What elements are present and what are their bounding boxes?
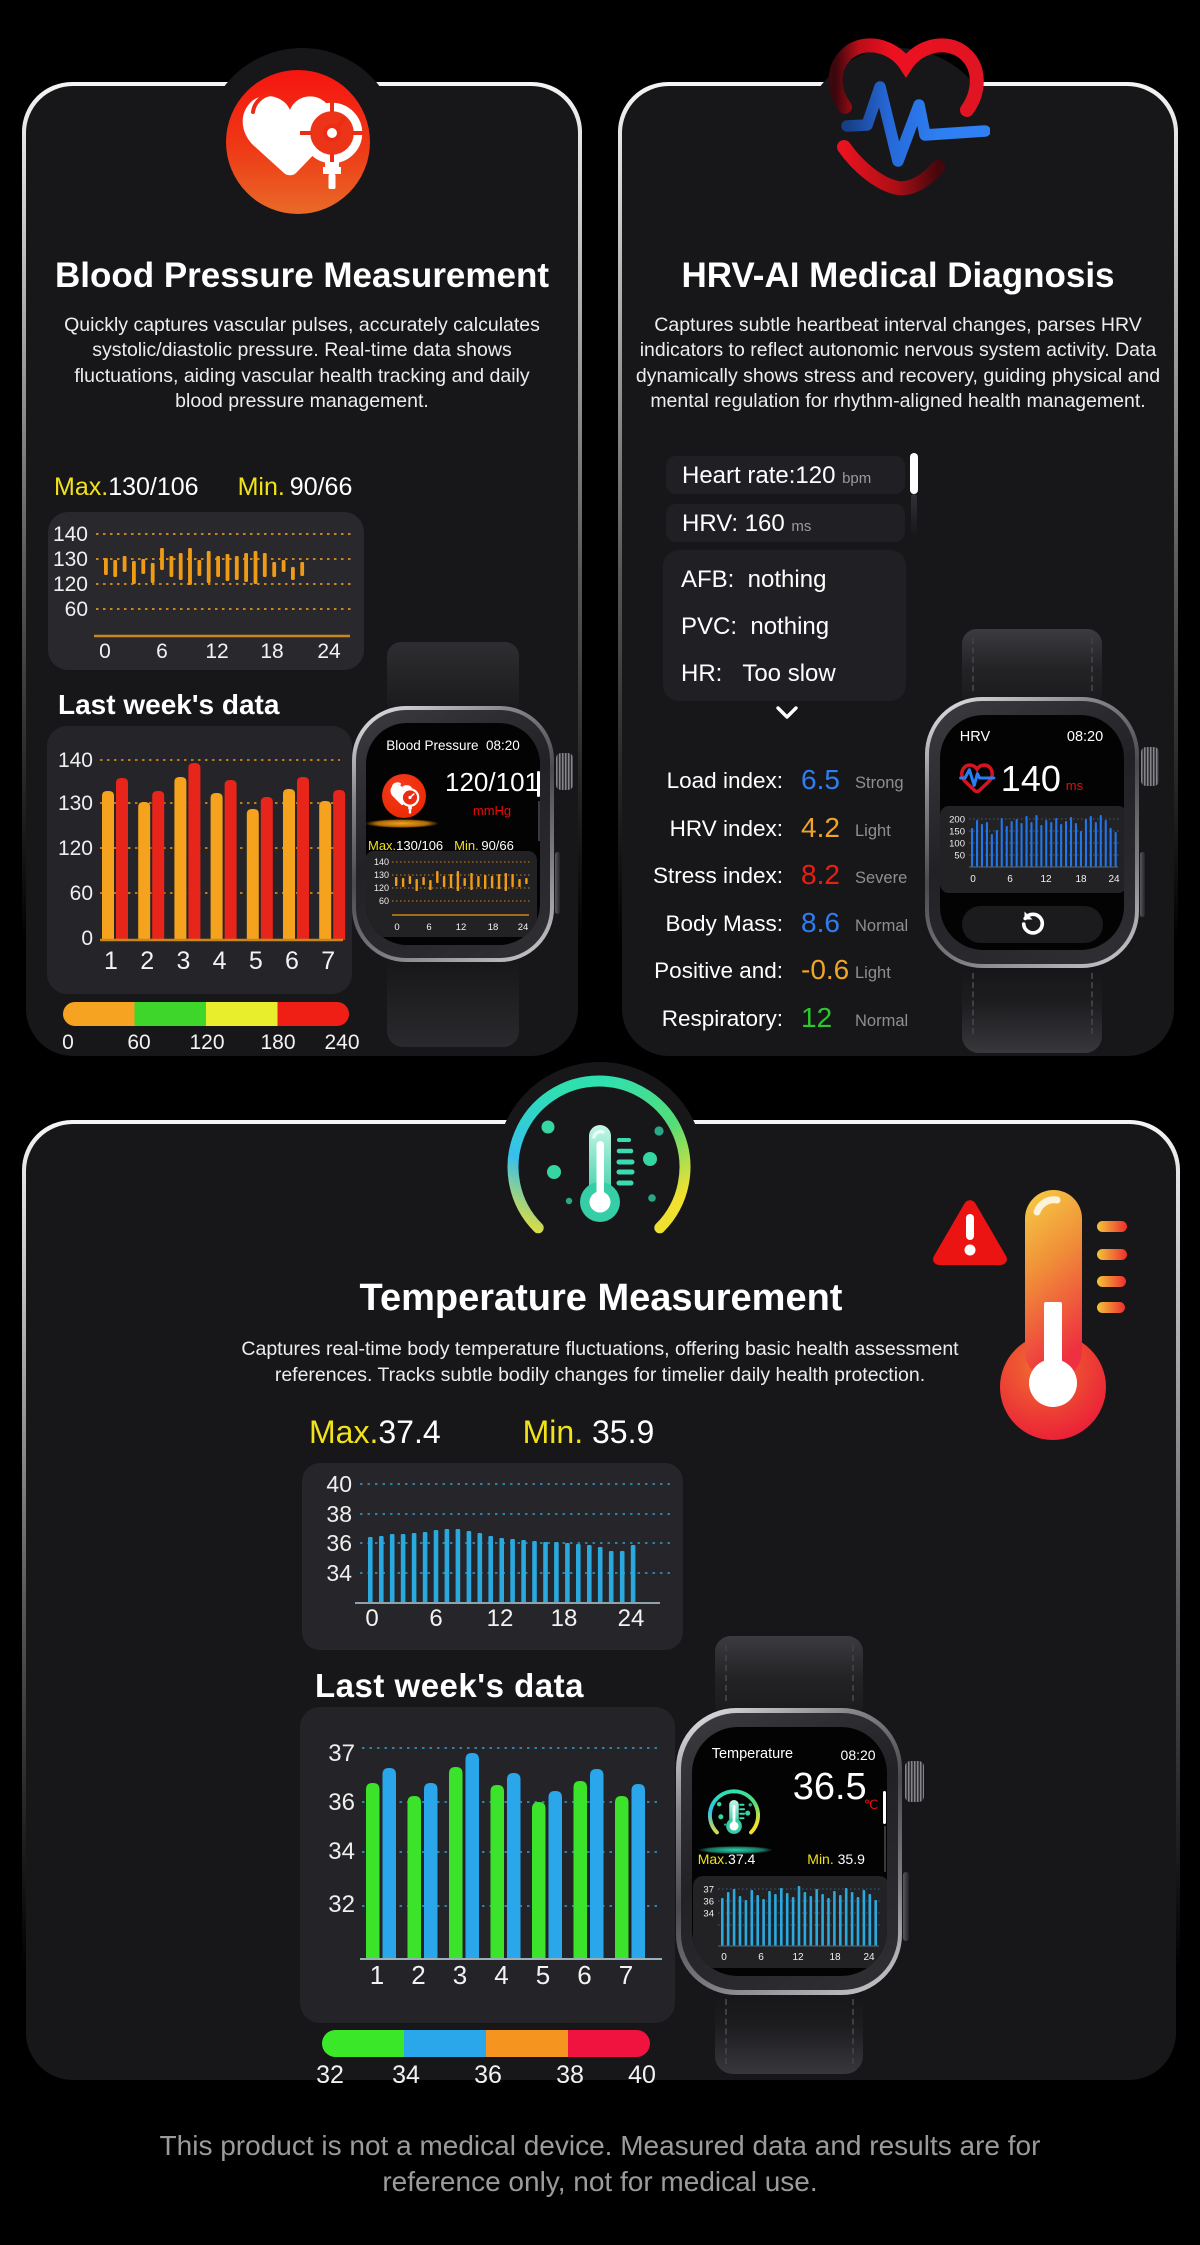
svg-text:4: 4 (494, 1960, 508, 1990)
svg-text:0: 0 (81, 927, 93, 950)
svg-text:150: 150 (949, 827, 965, 838)
svg-text:0: 0 (970, 874, 976, 885)
svg-text:60: 60 (379, 896, 389, 906)
svg-text:130: 130 (53, 548, 88, 571)
svg-text:34: 34 (326, 1560, 352, 1586)
svg-text:36: 36 (328, 1789, 355, 1816)
svg-text:18: 18 (488, 922, 499, 933)
svg-text:2: 2 (411, 1960, 425, 1990)
svg-text:5: 5 (249, 947, 263, 975)
svg-text:0: 0 (721, 1952, 727, 1963)
svg-text:0: 0 (365, 1605, 378, 1632)
svg-text:24: 24 (863, 1952, 875, 1963)
svg-text:130: 130 (58, 792, 93, 815)
svg-text:12: 12 (205, 640, 228, 663)
svg-text:5: 5 (536, 1960, 550, 1990)
svg-text:12: 12 (792, 1952, 804, 1963)
svg-text:24: 24 (1108, 874, 1120, 885)
svg-text:120: 120 (58, 837, 93, 860)
svg-text:0: 0 (394, 922, 399, 933)
svg-text:24: 24 (317, 640, 341, 663)
svg-text:130: 130 (374, 870, 389, 880)
svg-text:6: 6 (426, 922, 431, 933)
svg-text:38: 38 (326, 1501, 352, 1527)
svg-text:6: 6 (285, 947, 299, 975)
svg-text:6: 6 (156, 640, 168, 663)
svg-text:34: 34 (703, 1909, 714, 1920)
svg-text:40: 40 (326, 1471, 352, 1497)
svg-text:140: 140 (58, 749, 93, 772)
svg-text:2: 2 (140, 947, 154, 975)
svg-text:12: 12 (487, 1605, 514, 1632)
svg-text:140: 140 (53, 523, 88, 546)
svg-text:24: 24 (618, 1605, 645, 1632)
svg-text:1: 1 (104, 947, 118, 975)
svg-text:34: 34 (328, 1838, 355, 1865)
svg-text:6: 6 (758, 1952, 764, 1963)
svg-text:18: 18 (260, 640, 283, 663)
svg-text:12: 12 (1040, 874, 1052, 885)
svg-text:12: 12 (456, 922, 467, 933)
svg-text:140: 140 (374, 857, 389, 867)
svg-text:120: 120 (53, 573, 88, 596)
svg-text:36: 36 (703, 1897, 714, 1908)
svg-text:6: 6 (429, 1605, 442, 1632)
svg-text:100: 100 (949, 839, 965, 850)
svg-text:4: 4 (213, 947, 227, 975)
svg-text:0: 0 (99, 640, 111, 663)
svg-text:3: 3 (176, 947, 190, 975)
svg-text:24: 24 (518, 922, 529, 933)
svg-text:37: 37 (328, 1740, 355, 1767)
svg-text:36: 36 (326, 1530, 352, 1556)
svg-text:18: 18 (829, 1952, 841, 1963)
svg-text:50: 50 (954, 851, 965, 862)
svg-text:18: 18 (551, 1605, 578, 1632)
svg-text:60: 60 (70, 882, 93, 905)
svg-text:60: 60 (65, 598, 88, 621)
svg-text:6: 6 (577, 1960, 591, 1990)
svg-text:32: 32 (328, 1891, 355, 1918)
svg-text:120: 120 (374, 883, 389, 893)
svg-text:7: 7 (619, 1960, 633, 1990)
svg-text:200: 200 (949, 815, 965, 826)
svg-text:18: 18 (1075, 874, 1087, 885)
svg-text:3: 3 (453, 1960, 467, 1990)
svg-text:37: 37 (703, 1885, 714, 1896)
svg-text:1: 1 (370, 1960, 384, 1990)
svg-text:6: 6 (1007, 874, 1013, 885)
svg-text:7: 7 (321, 947, 335, 975)
